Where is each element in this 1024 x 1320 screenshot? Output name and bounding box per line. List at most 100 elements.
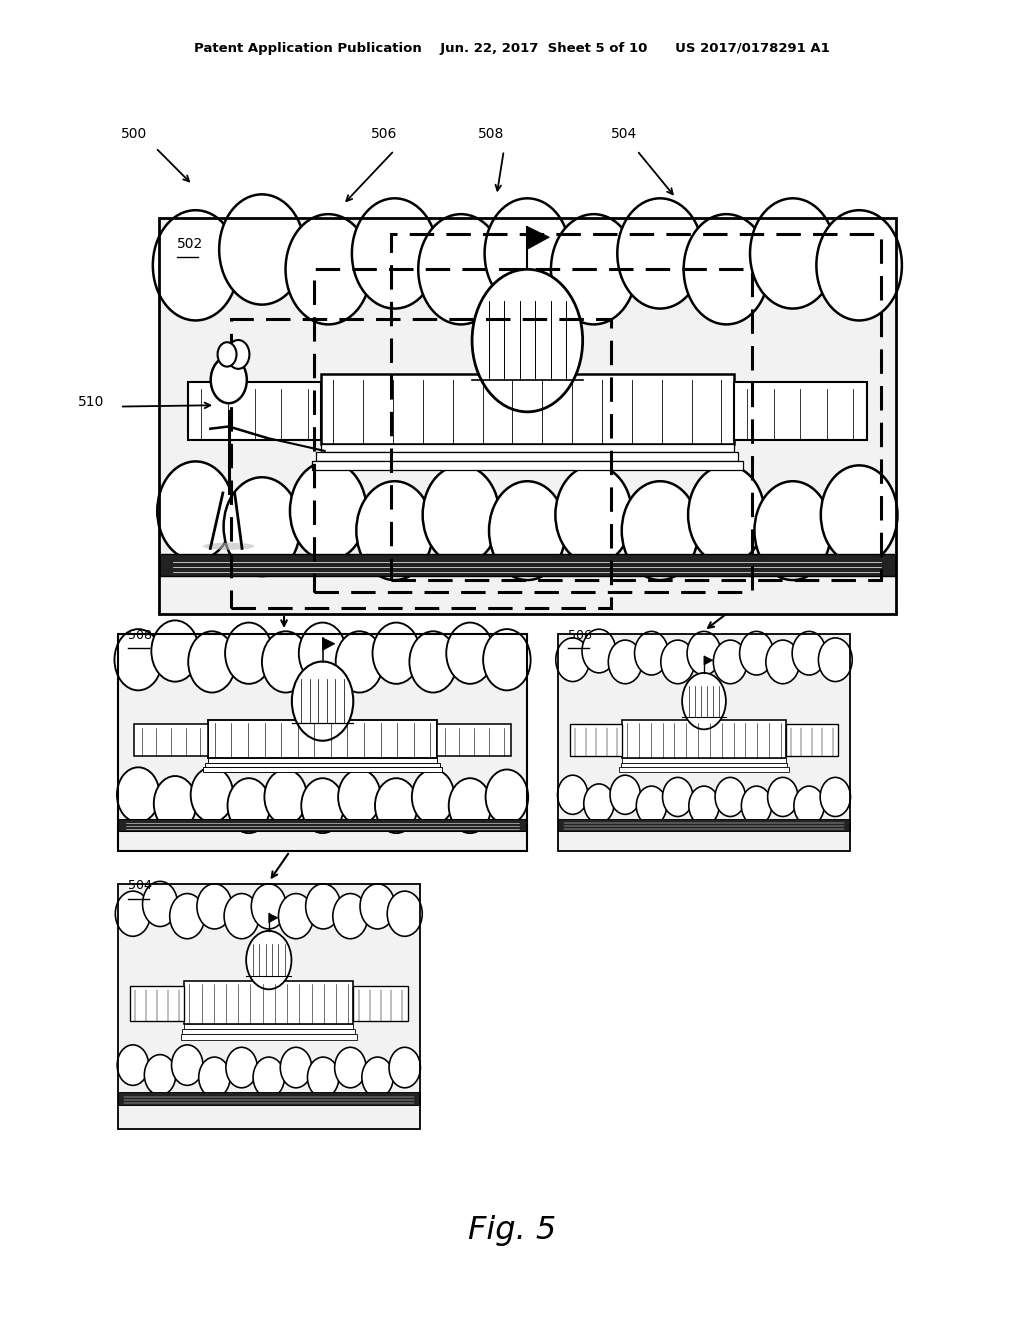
Bar (118, 884, 420, 1129)
Circle shape (410, 631, 457, 693)
Circle shape (226, 1047, 257, 1088)
Circle shape (688, 466, 765, 564)
Polygon shape (646, 717, 762, 730)
Circle shape (279, 894, 313, 939)
Circle shape (617, 198, 702, 309)
Bar (558, 818, 850, 830)
Circle shape (610, 775, 640, 814)
Polygon shape (241, 717, 404, 730)
Bar (618, 767, 790, 772)
Circle shape (373, 623, 420, 684)
Circle shape (251, 884, 287, 929)
Bar (558, 634, 850, 851)
Polygon shape (268, 913, 278, 923)
Circle shape (197, 884, 232, 929)
Circle shape (684, 214, 769, 325)
Bar (321, 375, 734, 444)
Circle shape (246, 931, 292, 989)
Text: Fig. 5: Fig. 5 (468, 1214, 556, 1246)
Circle shape (333, 894, 368, 939)
Circle shape (223, 478, 300, 576)
Circle shape (557, 775, 588, 814)
Circle shape (117, 1045, 148, 1085)
Circle shape (336, 631, 383, 693)
Bar (118, 634, 527, 851)
Circle shape (818, 638, 852, 681)
Bar (159, 218, 896, 614)
Circle shape (582, 630, 615, 673)
Circle shape (219, 194, 305, 305)
Circle shape (152, 620, 199, 681)
Circle shape (793, 631, 826, 675)
Circle shape (449, 779, 492, 833)
Bar (437, 723, 511, 755)
Circle shape (338, 770, 381, 825)
Text: 506: 506 (568, 628, 592, 642)
Text: 508: 508 (478, 127, 505, 141)
Circle shape (816, 210, 902, 321)
Circle shape (820, 777, 851, 817)
Text: Patent Application Publication    Jun. 22, 2017  Sheet 5 of 10      US 2017/0178: Patent Application Publication Jun. 22, … (195, 42, 829, 55)
Circle shape (555, 466, 632, 564)
Circle shape (483, 630, 530, 690)
Circle shape (636, 787, 667, 825)
Bar (118, 634, 527, 851)
Bar (182, 1030, 355, 1035)
Circle shape (225, 623, 272, 684)
Polygon shape (705, 656, 713, 665)
Circle shape (217, 342, 237, 367)
Text: 506: 506 (371, 127, 397, 141)
Bar (391, 234, 882, 581)
Bar (623, 758, 785, 763)
Circle shape (485, 770, 528, 825)
Bar (623, 719, 785, 758)
Bar (184, 981, 353, 1023)
Circle shape (264, 770, 307, 825)
Bar (180, 1035, 357, 1040)
Circle shape (660, 640, 694, 684)
Bar (184, 1023, 353, 1030)
Circle shape (154, 776, 197, 832)
Circle shape (663, 777, 693, 817)
Circle shape (715, 777, 745, 817)
Circle shape (739, 631, 773, 675)
Text: 510: 510 (78, 395, 104, 409)
Circle shape (423, 466, 500, 564)
Circle shape (556, 638, 590, 681)
Circle shape (682, 673, 726, 730)
Circle shape (766, 640, 800, 684)
Bar (231, 318, 610, 607)
Polygon shape (527, 227, 550, 249)
Circle shape (584, 784, 614, 824)
Circle shape (142, 882, 177, 927)
Circle shape (305, 884, 341, 929)
Circle shape (794, 787, 824, 825)
Polygon shape (323, 638, 335, 651)
Bar (785, 723, 839, 755)
Circle shape (608, 640, 642, 684)
Circle shape (299, 623, 346, 684)
Bar (208, 719, 437, 758)
Circle shape (281, 1047, 311, 1088)
Circle shape (286, 214, 371, 325)
Circle shape (224, 894, 259, 939)
Bar (316, 453, 738, 461)
Text: 500: 500 (121, 127, 147, 141)
Circle shape (116, 891, 151, 936)
Circle shape (714, 640, 748, 684)
Bar (558, 634, 850, 851)
Circle shape (172, 1045, 203, 1085)
Circle shape (307, 1057, 339, 1097)
Circle shape (301, 779, 344, 833)
Bar (313, 269, 753, 591)
Circle shape (755, 482, 831, 579)
Circle shape (115, 630, 162, 690)
Bar (569, 723, 623, 755)
Circle shape (188, 631, 236, 693)
Circle shape (489, 482, 565, 579)
Bar (159, 554, 896, 576)
Bar (118, 884, 420, 1129)
Bar (118, 1092, 420, 1105)
Circle shape (551, 214, 637, 325)
Circle shape (227, 779, 270, 833)
